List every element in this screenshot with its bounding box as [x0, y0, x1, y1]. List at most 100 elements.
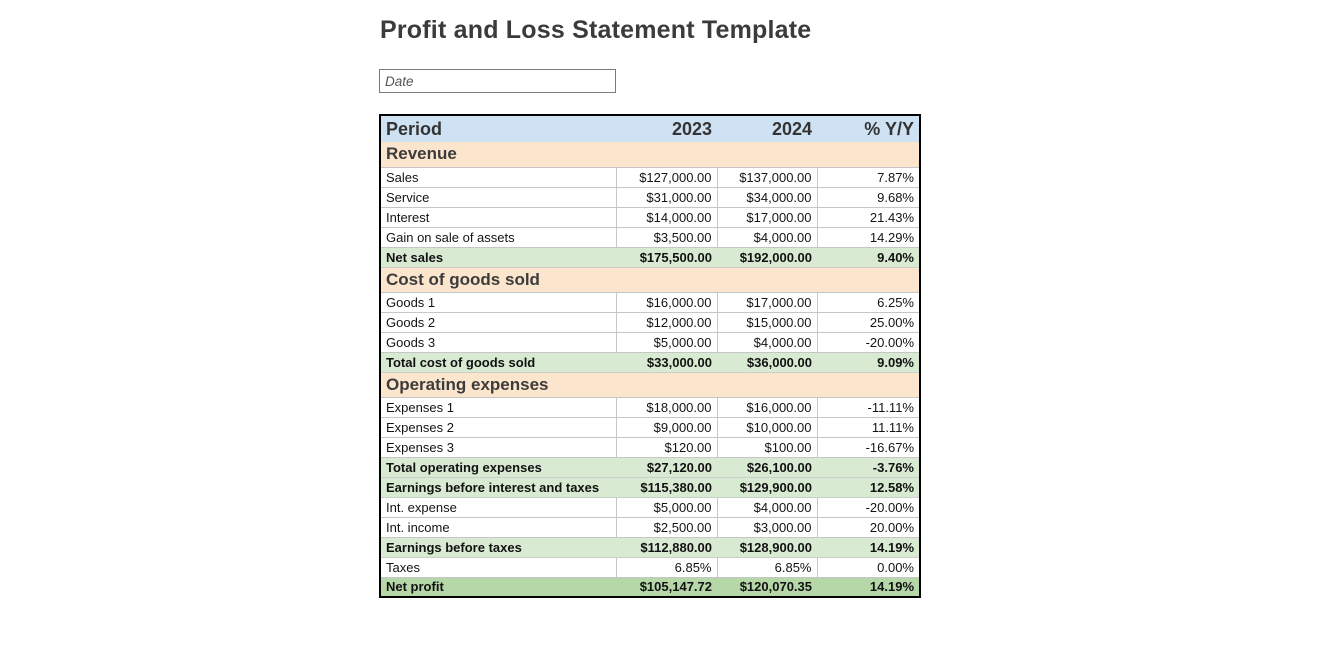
table-row-total-cost-of-goods-sold: Total cost of goods sold $33,000.00 $36,00…	[380, 351, 920, 373]
cell-label: Net sales	[380, 246, 616, 268]
cell-label: Total operating expenses	[380, 456, 616, 478]
cell-y2023: $105,147.72	[616, 576, 717, 598]
table-row-earnings-before-taxes: Earnings before taxes $112,880.00 $128,900…	[380, 536, 920, 558]
cell-label: Earnings before interest and taxes	[380, 476, 616, 498]
table-row-goods-2: Goods 2 $12,000.00 $15,000.00 25.00%	[379, 311, 921, 333]
cell-y2023: 6.85%	[615, 556, 718, 578]
table-row-earnings-before-interest-and-taxes: Earnings before interest and taxes $115,3…	[380, 476, 920, 498]
table-row-sales: Sales $127,000.00 $137,000.00 7.87%	[379, 166, 921, 188]
table-row-int-income: Int. income $2,500.00 $3,000.00 20.00%	[379, 516, 921, 538]
cell-label: Goods 1	[379, 291, 617, 313]
cell-y2024: $129,900.00	[717, 476, 817, 498]
cell-label: Interest	[379, 206, 617, 228]
cell-y2024: $34,000.00	[716, 186, 818, 208]
section-label: Cost of goods sold	[380, 267, 920, 292]
cell-y2024: $4,000.00	[716, 496, 818, 518]
page-content: Profit and Loss Statement Template Perio…	[379, 0, 921, 598]
page-title: Profit and Loss Statement Template	[380, 16, 812, 44]
cell-yoy: 20.00%	[816, 516, 921, 538]
cell-y2023: $27,120.00	[616, 456, 717, 478]
cell-y2024: $137,000.00	[716, 166, 818, 188]
cell-label: Goods 3	[379, 331, 617, 353]
table-row-taxes: Taxes 6.85% 6.85% 0.00%	[379, 556, 921, 578]
table-row-goods-3: Goods 3 $5,000.00 $4,000.00 -20.00%	[379, 331, 921, 353]
cell-y2023: $5,000.00	[615, 496, 718, 518]
cell-yoy: -3.76%	[817, 456, 920, 478]
table-row-expenses-3: Expenses 3 $120.00 $100.00 -16.67%	[379, 436, 921, 458]
section-label: Revenue	[380, 142, 920, 167]
date-input[interactable]	[379, 69, 616, 93]
table-row-interest: Interest $14,000.00 $17,000.00 21.43%	[379, 206, 921, 228]
table-row-net-sales: Net sales $175,500.00 $192,000.00 9.40%	[380, 246, 920, 268]
cell-label: Service	[379, 186, 617, 208]
cell-y2024: $4,000.00	[716, 226, 818, 248]
section-row-operating-expenses: Operating expenses	[380, 372, 920, 397]
table-row-goods-1: Goods 1 $16,000.00 $17,000.00 6.25%	[379, 291, 921, 313]
pnl-table: Period 2023 2024 % Y/Y Revenue Sales $127,…	[379, 114, 921, 598]
table-row-total-operating-expenses: Total operating expenses $27,120.00 $26,10…	[380, 456, 920, 478]
cell-label: Total cost of goods sold	[380, 351, 616, 373]
column-header-2024: 2024	[717, 115, 817, 142]
cell-label: Expenses 2	[379, 416, 617, 438]
cell-yoy: 12.58%	[817, 476, 920, 498]
cell-label: Sales	[379, 166, 617, 188]
cell-label: Expenses 3	[379, 436, 617, 458]
cell-y2023: $115,380.00	[616, 476, 717, 498]
table-row-int-expense: Int. expense $5,000.00 $4,000.00 -20.00%	[379, 496, 921, 518]
cell-label: Int. expense	[379, 496, 617, 518]
cell-label: Earnings before taxes	[380, 536, 616, 558]
table-header-row: Period 2023 2024 % Y/Y	[380, 115, 920, 142]
cell-label: Expenses 1	[379, 396, 617, 418]
section-row-cost-of-goods-sold: Cost of goods sold	[380, 267, 920, 292]
cell-y2024: 6.85%	[716, 556, 818, 578]
cell-y2023: $31,000.00	[615, 186, 718, 208]
table-row-expenses-1: Expenses 1 $18,000.00 $16,000.00 -11.11%	[379, 396, 921, 418]
cell-y2023: $9,000.00	[615, 416, 718, 438]
table-row-service: Service $31,000.00 $34,000.00 9.68%	[379, 186, 921, 208]
cell-y2024: $16,000.00	[716, 396, 818, 418]
cell-yoy: -20.00%	[816, 496, 921, 518]
cell-y2024: $26,100.00	[717, 456, 817, 478]
section-row-revenue: Revenue	[380, 142, 920, 167]
cell-y2024: $15,000.00	[716, 311, 818, 333]
cell-y2023: $16,000.00	[615, 291, 718, 313]
cell-y2023: $18,000.00	[615, 396, 718, 418]
cell-y2024: $17,000.00	[716, 206, 818, 228]
cell-label: Goods 2	[379, 311, 617, 333]
table-body: Revenue Sales $127,000.00 $137,000.00 7.87% S…	[379, 142, 921, 598]
cell-yoy: 25.00%	[816, 311, 921, 333]
cell-yoy: -20.00%	[816, 331, 921, 353]
cell-y2023: $12,000.00	[615, 311, 718, 333]
column-header-yoy: % Y/Y	[817, 115, 920, 142]
cell-yoy: 11.11%	[816, 416, 921, 438]
cell-y2023: $120.00	[615, 436, 718, 458]
table-row-gain-on-sale-of-assets: Gain on sale of assets $3,500.00 $4,000.00…	[379, 226, 921, 248]
cell-y2024: $36,000.00	[717, 351, 817, 373]
cell-y2023: $33,000.00	[616, 351, 717, 373]
cell-yoy: 9.09%	[817, 351, 920, 373]
cell-label: Taxes	[379, 556, 617, 578]
cell-y2024: $120,070.35	[717, 576, 817, 598]
cell-yoy: 21.43%	[816, 206, 921, 228]
cell-yoy: 14.19%	[817, 576, 920, 598]
cell-y2024: $10,000.00	[716, 416, 818, 438]
cell-y2024: $100.00	[716, 436, 818, 458]
column-header-2023: 2023	[616, 115, 717, 142]
cell-label: Int. income	[379, 516, 617, 538]
cell-y2023: $112,880.00	[616, 536, 717, 558]
section-label: Operating expenses	[380, 372, 920, 397]
cell-y2024: $3,000.00	[716, 516, 818, 538]
cell-yoy: 14.19%	[817, 536, 920, 558]
cell-yoy: -11.11%	[816, 396, 921, 418]
cell-label: Gain on sale of assets	[379, 226, 617, 248]
cell-y2024: $128,900.00	[717, 536, 817, 558]
cell-y2023: $2,500.00	[615, 516, 718, 538]
cell-yoy: 14.29%	[816, 226, 921, 248]
table-row-expenses-2: Expenses 2 $9,000.00 $10,000.00 11.11%	[379, 416, 921, 438]
cell-y2023: $14,000.00	[615, 206, 718, 228]
cell-yoy: 9.68%	[816, 186, 921, 208]
cell-yoy: 7.87%	[816, 166, 921, 188]
column-header-period: Period	[380, 115, 616, 142]
cell-yoy: 9.40%	[817, 246, 920, 268]
